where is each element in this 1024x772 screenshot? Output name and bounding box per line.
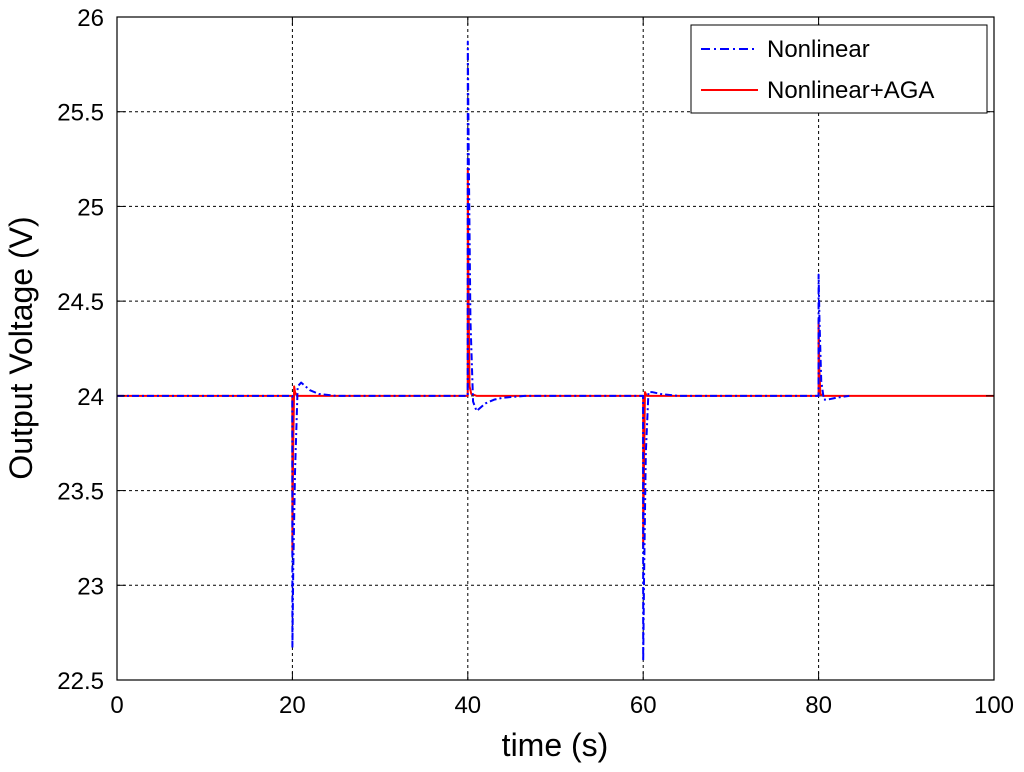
ticks [116,16,995,681]
x-tick-label: 100 [974,692,1014,719]
x-tick-label: 40 [454,692,481,719]
y-tick-label: 26 [77,5,104,32]
x-tick-label: 0 [110,692,123,719]
x-axis-title: time (s) [502,727,609,763]
series-line-nonlinear [117,40,850,663]
legend-box [690,24,988,114]
plot-frame [116,16,995,681]
y-tick-label: 24.5 [57,289,104,316]
y-tick-label: 22.5 [57,668,104,695]
legend-label-nonlinear: Nonlinear [767,36,870,63]
series-group [117,40,994,663]
y-tick-label: 25.5 [57,100,104,127]
x-tick-label: 20 [279,692,306,719]
tick-labels: 0 20 40 60 80 100 22.5 23 23.5 24 24.5 25 25.5 26 [57,5,1014,719]
legend: Nonlinear Nonlinear+AGA [690,24,988,114]
legend-label-nonlinear-aga: Nonlinear+AGA [767,77,934,104]
y-tick-label: 25 [77,194,104,221]
x-tick-label: 60 [630,692,657,719]
y-axis-title: Output Voltage (V) [3,216,39,479]
y-tick-label: 23.5 [57,479,104,506]
y-tick-label: 23 [77,573,104,600]
plot-background [117,17,994,680]
y-tick-label: 24 [77,384,104,411]
x-tick-label: 80 [805,692,832,719]
